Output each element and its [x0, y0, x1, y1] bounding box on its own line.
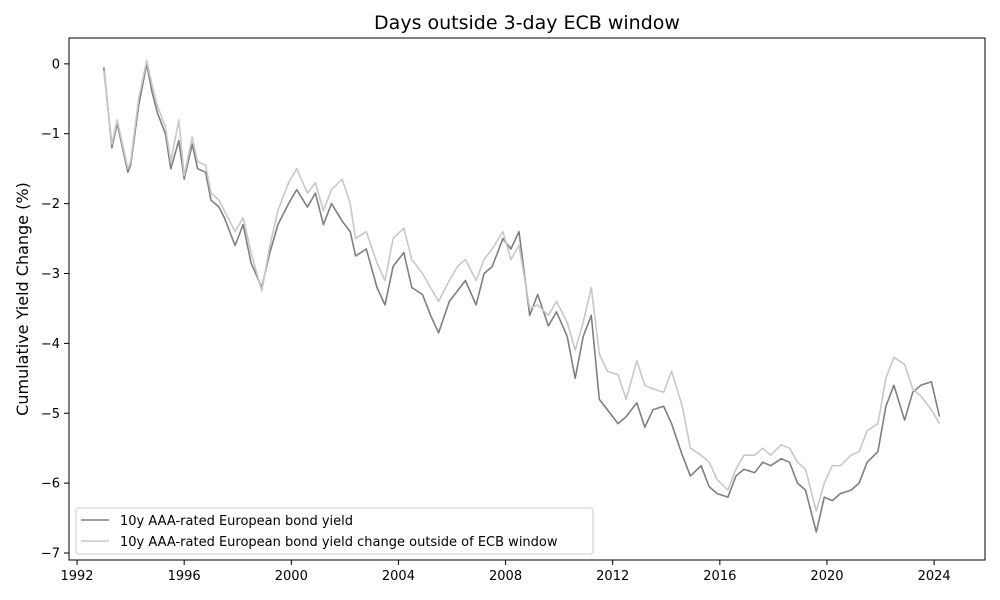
plot-frame — [68, 37, 986, 561]
x-tick-label: 2020 — [810, 569, 843, 584]
series-line-1 — [103, 63, 941, 533]
legend-label-series-2: 10y AAA-rated European bond yield change… — [120, 535, 558, 550]
legend-box — [75, 507, 594, 555]
x-tick-label: 2016 — [703, 569, 736, 584]
x-tick-label: 2008 — [489, 569, 522, 584]
y-tick-label: −7 — [41, 547, 60, 562]
legend-label-series-1: 10y AAA-rated European bond yield — [120, 514, 353, 529]
x-tick-label: 1992 — [60, 569, 93, 584]
y-tick-label: −5 — [41, 407, 60, 422]
x-tick-label: 2004 — [382, 569, 415, 584]
x-tick-label: 2012 — [596, 569, 629, 584]
legend: 10y AAA-rated European bond yield 10y AA… — [75, 507, 594, 555]
y-tick-label: −2 — [41, 197, 60, 212]
y-tick-label: 0 — [52, 57, 60, 72]
plot-area — [68, 37, 986, 561]
series-line-2 — [103, 59, 941, 512]
x-tick-label: 2000 — [275, 569, 308, 584]
y-tick-label: −1 — [41, 127, 60, 142]
y-tick-label: −3 — [41, 267, 60, 282]
x-axis: 1992 1996 2000 2004 2008 2012 2016 2020 2024 — [60, 560, 951, 584]
x-tick-label: 2024 — [918, 569, 951, 584]
y-tick-label: −6 — [41, 477, 60, 492]
series-layer — [103, 59, 941, 533]
y-axis-title: Cumulative Yield Change (%) — [13, 182, 32, 416]
x-tick-label: 1996 — [168, 569, 201, 584]
y-tick-label: −4 — [41, 337, 60, 352]
chart-title: Days outside 3-day ECB window — [374, 12, 680, 34]
y-axis: 0 −1 −2 −3 −4 −5 −6 −7 — [41, 57, 69, 562]
